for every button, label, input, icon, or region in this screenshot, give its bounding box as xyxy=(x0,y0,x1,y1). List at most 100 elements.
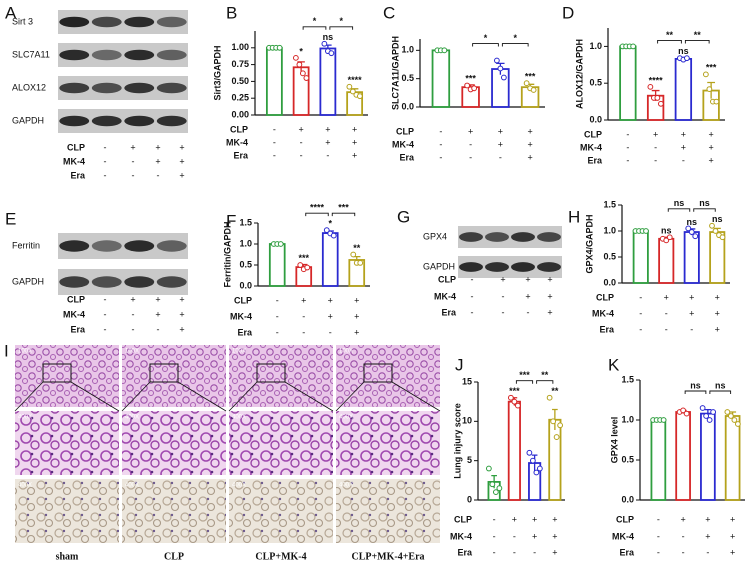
condition-sign: - xyxy=(132,324,135,334)
condition-sign: - xyxy=(665,324,668,334)
blot-band xyxy=(91,276,122,288)
significance-label: *** xyxy=(706,63,717,73)
panel-letter: I xyxy=(4,341,9,360)
blot-band xyxy=(537,232,561,242)
significance-label: * xyxy=(299,46,303,56)
significance-label: ** xyxy=(353,243,361,253)
data-point xyxy=(464,82,471,89)
panel-letter: A xyxy=(5,3,17,22)
bracket-label: ns xyxy=(699,198,710,208)
blot-band xyxy=(459,232,483,242)
data-point xyxy=(523,80,530,87)
condition-sign: + xyxy=(715,308,720,318)
y-tick-label: 15 xyxy=(462,376,472,386)
condition-label: Era xyxy=(237,327,253,337)
condition-label: MK-4 xyxy=(450,531,472,541)
magnification-label: 400X xyxy=(125,483,139,489)
condition-sign: - xyxy=(682,547,685,557)
bar xyxy=(507,400,521,501)
condition-sign: - xyxy=(493,547,496,557)
condition-sign: - xyxy=(639,292,642,302)
condition-sign: - xyxy=(654,155,657,165)
condition-label: Era xyxy=(70,324,86,334)
blot-band xyxy=(59,240,90,252)
blot-band xyxy=(91,49,122,61)
condition-sign: - xyxy=(502,307,505,317)
blot-label: Ferritin xyxy=(12,240,40,250)
bracket xyxy=(693,208,716,212)
condition-sign: + xyxy=(298,124,303,134)
y-tick-label: 10 xyxy=(462,416,472,426)
condition-sign: + xyxy=(552,531,557,541)
condition-sign: - xyxy=(706,547,709,557)
data-point xyxy=(356,93,363,100)
condition-label: Era xyxy=(457,547,473,557)
condition-sign: + xyxy=(730,531,735,541)
magnification-label: 400X xyxy=(18,415,32,421)
data-point xyxy=(321,40,328,47)
y-tick-label: 0.75 xyxy=(231,59,249,69)
bracket-label: ns xyxy=(674,198,685,208)
data-point xyxy=(685,225,692,232)
micrograph xyxy=(229,479,333,543)
bracket-label: * xyxy=(484,33,488,43)
condition-sign: - xyxy=(439,139,442,149)
condition-sign: + xyxy=(352,137,357,147)
data-point xyxy=(323,227,330,234)
micrograph xyxy=(15,411,119,475)
y-axis-label: Lung injury score xyxy=(452,403,462,479)
bracket-label: **** xyxy=(310,203,325,213)
magnification-label: 400X xyxy=(18,483,32,489)
data-point xyxy=(731,417,738,423)
data-point xyxy=(706,417,713,423)
data-point xyxy=(712,228,719,234)
bar xyxy=(658,237,675,284)
condition-sign: + xyxy=(512,514,517,524)
condition-label: Era xyxy=(70,170,86,180)
blot-label: GAPDH xyxy=(12,115,44,125)
condition-label: CLP xyxy=(396,126,414,136)
y-tick-label: 0.0 xyxy=(401,101,414,111)
y-tick-label: 0.0 xyxy=(239,280,252,290)
blot-band xyxy=(91,115,122,127)
blot-label: GAPDH xyxy=(423,261,455,271)
blot-band xyxy=(485,262,509,272)
zoom-box xyxy=(363,363,393,383)
data-point xyxy=(699,405,706,411)
y-axis-label: GPX4 level xyxy=(609,417,619,464)
condition-sign: + xyxy=(653,129,658,139)
condition-sign: - xyxy=(276,327,279,337)
panel-letter: J xyxy=(455,355,464,374)
data-point xyxy=(349,88,356,95)
data-point xyxy=(643,228,649,234)
condition-sign: - xyxy=(300,150,303,160)
data-point xyxy=(277,241,284,247)
data-point xyxy=(657,100,664,107)
blot-band xyxy=(91,240,122,252)
condition-sign: - xyxy=(626,155,629,165)
significance-label: ns xyxy=(661,226,672,236)
column-label: sham xyxy=(56,551,79,562)
condition-sign: - xyxy=(104,324,107,334)
condition-sign: - xyxy=(104,142,107,152)
significance-label: * xyxy=(328,219,332,229)
condition-sign: + xyxy=(664,292,669,302)
condition-sign: + xyxy=(547,274,552,284)
condition-sign: - xyxy=(502,291,505,301)
bar xyxy=(319,47,337,116)
micrograph xyxy=(122,411,226,475)
condition-sign: - xyxy=(276,295,279,305)
data-point xyxy=(346,83,353,90)
y-tick-label: 0.0 xyxy=(589,114,602,124)
condition-label: Era xyxy=(599,324,615,334)
condition-sign: + xyxy=(525,291,530,301)
data-point xyxy=(441,47,448,54)
blot-band xyxy=(124,276,155,288)
zoom-lines xyxy=(335,381,441,412)
magnification-label: 400X xyxy=(339,415,353,421)
condition-sign: + xyxy=(179,309,184,319)
condition-label: CLP xyxy=(67,142,85,152)
condition-sign: + xyxy=(552,514,557,524)
condition-sign: + xyxy=(328,311,333,321)
data-point xyxy=(526,449,533,456)
